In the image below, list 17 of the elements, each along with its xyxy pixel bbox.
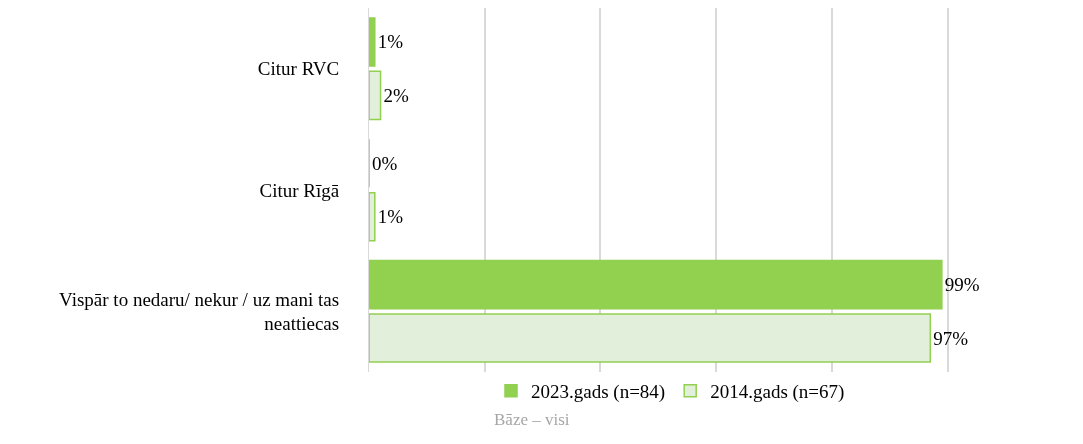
- y-tick-label: Vispār to nedaru/ nekur / uz mani tas neattiecas: [59, 288, 340, 335]
- text: Bāze – visi: [494, 410, 570, 429]
- bar: [369, 70, 382, 121]
- data-label: 2%: [383, 84, 410, 106]
- y-tick-label: Citur Rīgā: [259, 179, 340, 201]
- bar: [369, 191, 376, 242]
- data-label: 97%: [933, 327, 969, 349]
- data-label: 1%: [377, 31, 404, 53]
- legend-label: 2014.gads (n=67): [710, 381, 845, 404]
- legend-label: 2023.gads (n=84): [531, 381, 666, 404]
- data-label: 99%: [944, 274, 980, 296]
- data-label: 0%: [372, 152, 398, 174]
- bar: [369, 259, 943, 310]
- bar: [369, 17, 376, 67]
- y-tick-label: Citur RVC: [257, 58, 340, 80]
- data-label: 1%: [377, 206, 404, 228]
- bar: [369, 313, 932, 363]
